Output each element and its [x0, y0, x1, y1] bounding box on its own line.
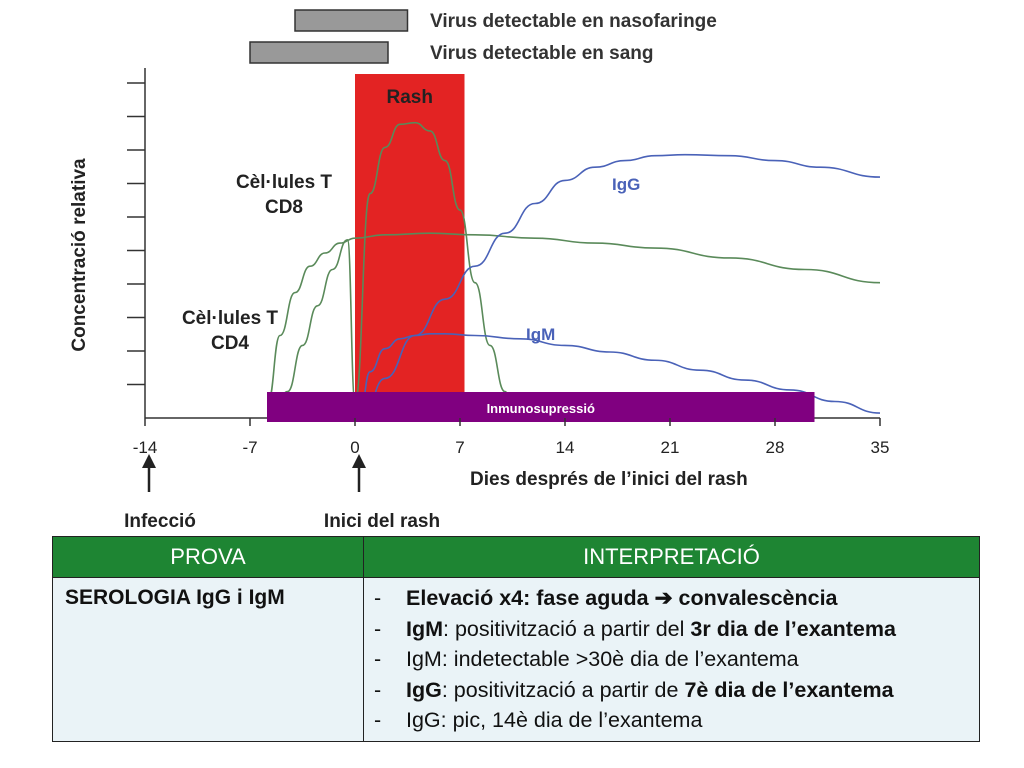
x-tick-label: 21	[661, 438, 680, 457]
list-item-text: : positivització a partir del	[443, 616, 691, 641]
list-item: - IgG: pic, 14è dia de l’exantema	[374, 705, 973, 736]
cd4-label-2: CD4	[211, 333, 249, 354]
list-item-text: IgG: pic, 14è dia de l’exantema	[406, 708, 703, 733]
rash-label: Rash	[387, 87, 433, 108]
table-header-row: PROVA INTERPRETACIÓ	[52, 536, 980, 578]
x-tick-label: -7	[242, 438, 257, 457]
header-prova: PROVA	[52, 536, 364, 578]
rash-region	[355, 74, 465, 418]
list-item-text: Elevació x4: fase aguda	[406, 586, 655, 610]
series-line-0	[272, 121, 515, 419]
series-line-1	[267, 232, 881, 403]
list-dash: -	[374, 708, 382, 733]
cd8-label-2: CD8	[265, 197, 303, 218]
list-item-text: IgG	[406, 677, 442, 702]
list-item-text: convalescència	[672, 586, 838, 610]
annotation-arrow-head	[142, 454, 156, 468]
list-item: - Elevació x4: fase aguda ➔ convalescènci…	[374, 583, 973, 614]
series-line-3	[358, 333, 881, 419]
x-tick-label: 14	[556, 438, 575, 457]
list-item-text: IgM: indetectable >30è dia de l’exantema	[406, 647, 799, 672]
list-dash: -	[374, 647, 382, 672]
series-line-2	[362, 153, 881, 419]
annotation-arrow-head	[352, 454, 366, 468]
list-item-text: : positivització a partir de	[441, 677, 685, 702]
igg-label: IgG	[612, 175, 640, 194]
list-dash: -	[374, 616, 382, 641]
virus-nasofaringe-bar	[294, 9, 409, 32]
measles-chart: Rash Virus detectable en nasofaringe Virus…	[69, 9, 890, 532]
x-tick-label: 0	[350, 438, 359, 457]
chart-svg: Rash Virus detectable en nasofaringe Virus…	[69, 9, 890, 532]
list-item: - IgM: indetectable >30è dia de l’exantem…	[374, 644, 973, 675]
virus-sang-bar	[249, 41, 389, 64]
virus-nasofaringe-label: Virus detectable en nasofaringe	[430, 11, 717, 32]
x-tick-label: -14	[133, 438, 158, 457]
x-tick-label: 28	[766, 438, 785, 457]
cd4-label: Cèl·lules T	[182, 308, 278, 329]
list-item: - IgM: positivització a partir del 3r dia…	[374, 614, 973, 645]
interpretacio-list: - Elevació x4: fase aguda ➔ convalescènci…	[374, 583, 973, 736]
list-item-text: 7è dia de l’exantema	[684, 677, 894, 702]
serology-table: PROVA INTERPRETACIÓ SEROLOGIA IgG i IgM …	[52, 536, 980, 742]
header-interpretacio: INTERPRETACIÓ	[363, 536, 980, 578]
cd8-label: Cèl·lules T	[236, 172, 332, 193]
x-tick-label: 35	[871, 438, 890, 457]
list-item-text: IgM	[406, 616, 444, 641]
virus-sang-label: Virus detectable en sang	[430, 43, 654, 64]
list-item-text: ➔	[654, 586, 673, 610]
y-axis-title: Concentració relativa	[69, 158, 90, 352]
prova-cell: SEROLOGIA IgG i IgM	[52, 577, 364, 742]
list-item-text: 3r dia de l’exantema	[690, 616, 896, 641]
table-row: SEROLOGIA IgG i IgM - Elevació x4: fase a…	[52, 577, 980, 742]
x-tick-label: 7	[455, 438, 464, 457]
list-dash: -	[374, 586, 382, 610]
infeccio-label: Infecció	[124, 511, 196, 530]
igm-label: IgM	[526, 325, 555, 344]
list-item: - IgG: positivització a partir de 7è dia …	[374, 675, 973, 706]
immuno-label: Inmunosupressió	[487, 401, 595, 416]
inici-rash-label: Inici del rash	[324, 511, 440, 530]
list-dash: -	[374, 677, 382, 702]
x-axis-title: Dies després de l’inici del rash	[470, 469, 748, 490]
immuno-band	[267, 392, 815, 422]
interpretacio-cell: - Elevació x4: fase aguda ➔ convalescènci…	[363, 577, 980, 742]
